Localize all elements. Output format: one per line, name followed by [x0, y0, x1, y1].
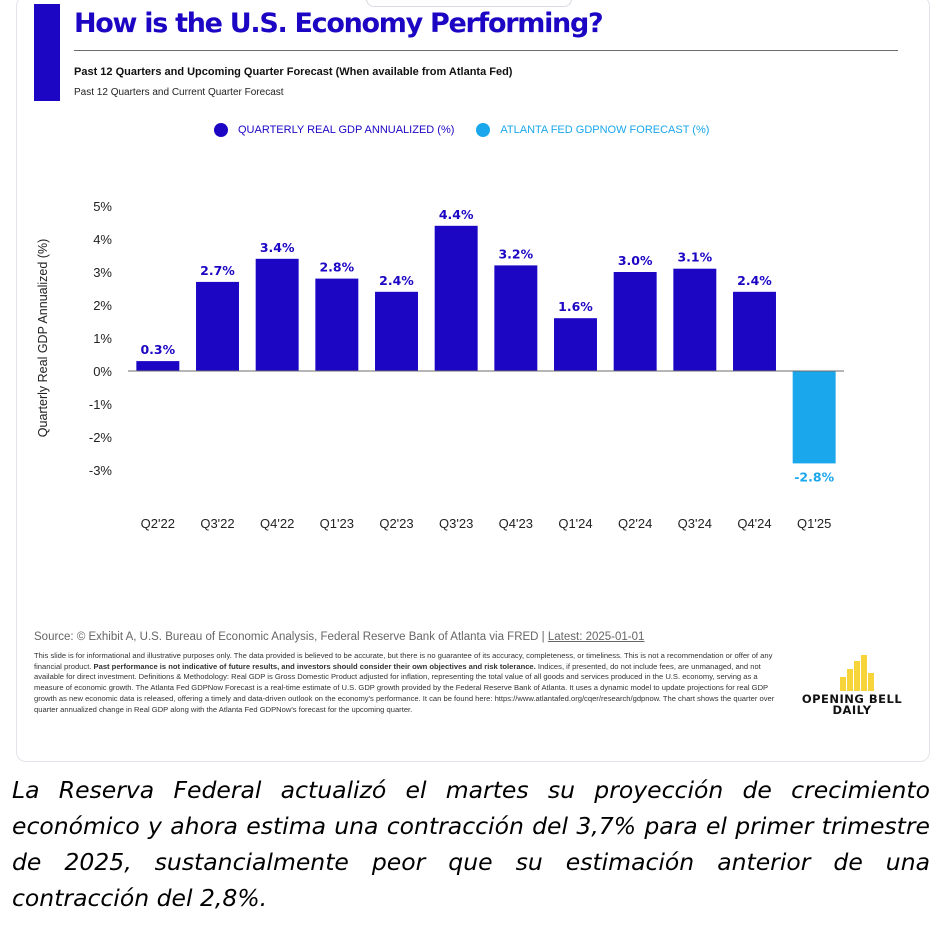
- x-tick-label: Q1'25: [797, 516, 831, 531]
- opening-bell-daily-logo: OPENING BELL DAILY: [796, 655, 916, 717]
- gdp-data-label: 0.3%: [140, 342, 175, 357]
- gdp-bar: [733, 291, 776, 371]
- legend-item-forecast: ATLANTA FED GDPNOW FORECAST (%): [476, 123, 709, 137]
- latest-date-link[interactable]: Latest: 2025-01-01: [547, 631, 645, 643]
- gdp-bar: [375, 291, 418, 371]
- disclaimer-bold: Past performance is not indicative of fu…: [93, 661, 536, 671]
- x-tick-label: Q3'23: [439, 516, 473, 531]
- gdp-data-label: 1.6%: [558, 299, 593, 314]
- gdp-bar-chart: Quarterly Real GDP Annualized (%) 5% 4% 3% 2…: [36, 199, 844, 531]
- legend-label-forecast: ATLANTA FED GDPNOW FORECAST (%): [500, 124, 710, 136]
- y-tick-label: 0%: [93, 364, 112, 379]
- x-tick-label: Q4'22: [260, 516, 294, 531]
- gdp-bar: [554, 318, 597, 371]
- gdp-bar: [315, 278, 359, 371]
- y-tick-label: 1%: [93, 331, 112, 346]
- y-axis-title: Quarterly Real GDP Annualized (%): [36, 239, 50, 437]
- chart-legend: QUARTERLY REAL GDP ANNUALIZED (%) ATLANT…: [214, 122, 731, 138]
- legend-swatch-forecast: [476, 123, 491, 137]
- gdp-data-label: 3.2%: [498, 246, 533, 261]
- source-text: Source: © Exhibit A, U.S. Bureau of Econ…: [34, 631, 548, 643]
- gdp-data-label: 3.1%: [677, 250, 712, 265]
- gdp-bar: [673, 268, 717, 371]
- y-tick-label: -3%: [89, 463, 113, 478]
- x-tick-label: Q2'22: [141, 516, 175, 531]
- title-divider: [74, 50, 898, 51]
- forecast-data-label: -2.8%: [794, 469, 834, 484]
- forecast-bar: [792, 371, 836, 464]
- y-tick-label: 3%: [93, 265, 112, 280]
- logo-line1: OPENING BELL: [801, 692, 903, 706]
- source-line: Source: © Exhibit A, U.S. Bureau of Econ…: [34, 631, 644, 643]
- y-tick-label: 2%: [93, 298, 112, 313]
- x-tick-label: Q1'23: [320, 516, 354, 531]
- gdp-data-label: 2.4%: [737, 273, 772, 288]
- logo-wordmark: OPENING BELL DAILY: [796, 692, 908, 717]
- x-tick-label: Q3'24: [678, 516, 712, 531]
- chart-subtitle: Past 12 Quarters and Upcoming Quarter Fo…: [74, 66, 513, 78]
- y-tick-label: 4%: [93, 232, 112, 247]
- gdp-data-label: 2.7%: [200, 263, 235, 278]
- gdp-data-label: 2.8%: [319, 260, 354, 275]
- legend-swatch-gdp: [214, 123, 228, 137]
- disclaimer-part1: This slide is for informational and illu…: [34, 651, 773, 671]
- y-tick-label: 5%: [93, 199, 112, 214]
- x-tick-label: Q2'23: [379, 516, 413, 531]
- logo-line2: DAILY: [832, 703, 872, 717]
- disclaimer-text: This slide is for informational and illu…: [34, 651, 780, 715]
- legend-item-gdp: QUARTERLY REAL GDP ANNUALIZED (%): [214, 123, 454, 137]
- gdp-bar: [255, 258, 299, 371]
- gdp-data-label: 2.4%: [379, 273, 414, 288]
- gdp-data-label: 3.0%: [618, 253, 653, 268]
- gdp-bar: [494, 265, 538, 371]
- chart-title: How is the U.S. Economy Performing?: [74, 8, 604, 39]
- x-tick-label: Q4'24: [737, 516, 771, 531]
- legend-label-gdp: QUARTERLY REAL GDP ANNUALIZED (%): [238, 124, 455, 136]
- y-tick-label: -2%: [89, 430, 113, 445]
- x-tick-label: Q4'23: [499, 516, 533, 531]
- gdp-bar: [434, 225, 478, 371]
- bar-chart-logo-icon: [840, 655, 874, 691]
- y-tick-label: -1%: [89, 397, 113, 412]
- gdp-data-label: 4.4%: [439, 207, 474, 222]
- x-tick-label: Q3'22: [200, 516, 234, 531]
- caption-text: La Reserva Federal actualizó el martes s…: [12, 776, 930, 912]
- chart-subtitle-secondary: Past 12 Quarters and Current Quarter For…: [74, 87, 284, 98]
- gdp-bar: [613, 272, 657, 371]
- gdp-bar: [196, 281, 239, 371]
- gdp-bar: [136, 361, 180, 371]
- title-accent-bar: [34, 4, 60, 101]
- disclaimer-part2: Indices, if presented, do not include fe…: [34, 661, 775, 714]
- gdp-data-label: 3.4%: [260, 240, 295, 255]
- x-tick-label: Q2'24: [618, 516, 652, 531]
- chart-card: [16, 0, 930, 762]
- x-tick-label: Q1'24: [558, 516, 592, 531]
